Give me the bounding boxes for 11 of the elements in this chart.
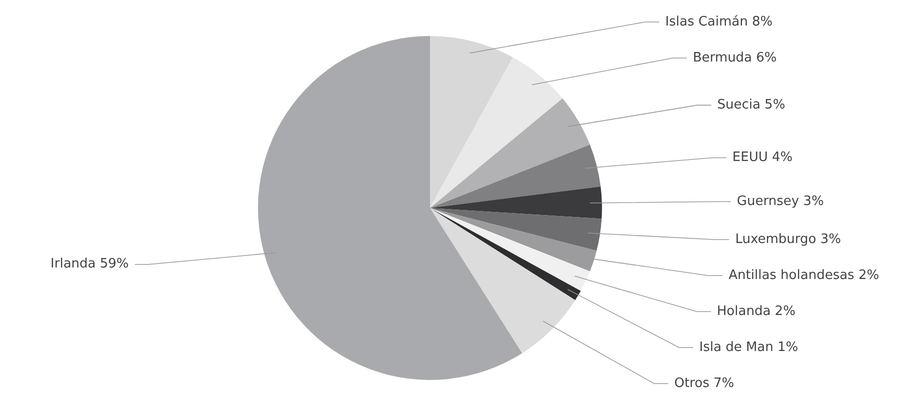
slice-label: Suecia 5% <box>717 98 786 113</box>
slice-label: Irlanda 59% <box>50 256 129 272</box>
slice-label: Holanda 2% <box>716 304 796 319</box>
slice-label: Bermuda 6% <box>692 50 777 66</box>
slice-label: Otros 7% <box>674 376 734 391</box>
slice-label: EEUU 4% <box>732 150 793 166</box>
slice-label: Isla de Man 1% <box>699 340 798 355</box>
slice-label: Islas Caimán 8% <box>665 14 773 30</box>
slice-label: Luxemburgo 3% <box>735 232 841 247</box>
slice-label: Antillas holandesas 2% <box>728 268 880 283</box>
slice-label: Guernsey 3% <box>736 194 824 210</box>
